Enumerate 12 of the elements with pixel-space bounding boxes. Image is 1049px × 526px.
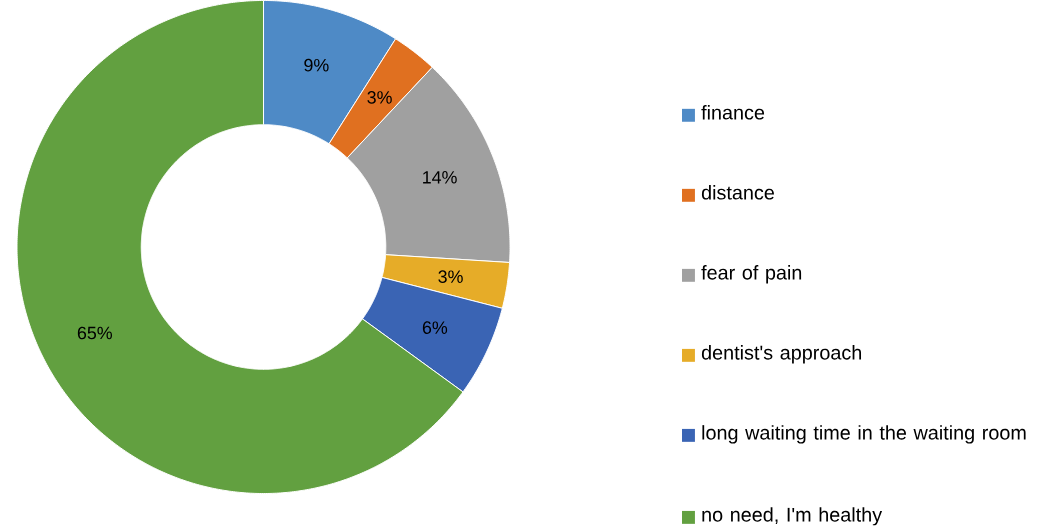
legend-label: no need, I'm healthy xyxy=(702,507,883,526)
data-label: 14% xyxy=(423,171,457,184)
data-label: 6% xyxy=(422,321,448,335)
legend-label: long waiting time in the waiting room xyxy=(702,425,1026,444)
data-label: 3% xyxy=(367,91,392,104)
data-label: 3% xyxy=(438,270,463,284)
legend-label: fear of pain xyxy=(701,265,802,284)
legend-label: dentist's approach xyxy=(701,345,862,364)
legend-label: finance xyxy=(701,105,765,120)
legend-label: distance xyxy=(701,185,774,200)
data-label: 9% xyxy=(304,59,329,72)
data-label: 65% xyxy=(77,326,113,340)
